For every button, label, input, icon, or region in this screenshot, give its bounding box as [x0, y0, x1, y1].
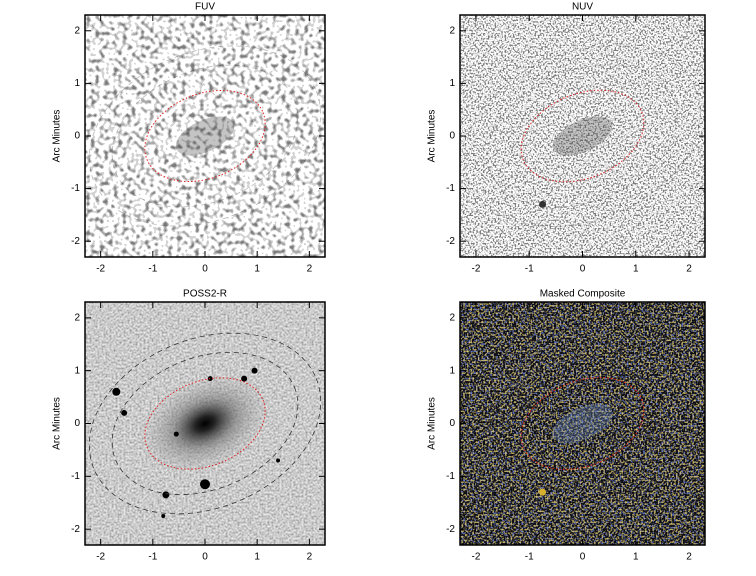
y-tick-label: 2 [449, 312, 455, 323]
inner-aperture [520, 377, 645, 470]
x-tick-label: -1 [148, 552, 157, 563]
image [460, 302, 705, 545]
x-tick-label: 1 [254, 552, 260, 563]
panel: POSS2-R Arc Minutes -2 -1 0 1 2 -2 -1 0 1 2 [52, 289, 326, 563]
y-axis-label: Arc Minutes [52, 110, 63, 163]
outer-aperture [88, 332, 322, 515]
y-tick-label: 0 [74, 131, 80, 142]
x-tick-label: 2 [307, 552, 313, 563]
y-tick-label: 1 [74, 78, 80, 89]
x-tick-label: -2 [472, 552, 481, 563]
x-tick-label: 0 [202, 264, 208, 275]
y-tick-label: 2 [449, 25, 455, 36]
y-tick-label: -1 [71, 471, 80, 482]
y-tick-label: -2 [71, 524, 80, 535]
galaxy [552, 116, 613, 156]
y-tick-label: 1 [449, 78, 455, 89]
inner-aperture [144, 377, 266, 470]
outer-aperture [88, 45, 322, 227]
star [200, 479, 210, 490]
image-field [460, 302, 705, 545]
mid-aperture [487, 64, 678, 208]
star [161, 513, 166, 518]
y-tick-label: 1 [449, 365, 455, 376]
x-tick-label: 0 [580, 552, 586, 563]
x-tick-label: -1 [148, 264, 157, 275]
x-tick-label: 2 [686, 552, 692, 563]
panel-title: Masked Composite [540, 289, 626, 300]
image-field [460, 15, 705, 257]
x-tick-label: 2 [686, 264, 692, 275]
y-tick-label: 1 [74, 365, 80, 376]
y-tick-label: -2 [446, 236, 455, 247]
star [539, 488, 547, 496]
panel-title: POSS2-R [183, 289, 227, 300]
panel: NUV Arc Minutes -2 -1 0 1 2 -2 -1 0 1 2 [427, 2, 706, 275]
y-tick-label: -1 [446, 471, 455, 482]
y-axis-label: Arc Minutes [52, 397, 63, 450]
y-tick-label: 2 [74, 25, 80, 36]
x-tick-label: -2 [96, 552, 105, 563]
panel: Masked Composite Arc Minutes -2 -1 0 1 2 -2 -1 0 1… [427, 289, 706, 563]
x-tick-label: 2 [307, 264, 313, 275]
star [276, 458, 281, 463]
panel-title: FUV [195, 2, 215, 13]
x-tick-label: 1 [254, 264, 260, 275]
star [162, 491, 170, 499]
x-tick-label: -1 [525, 264, 534, 275]
mid-aperture [111, 64, 299, 208]
x-tick-label: -2 [96, 264, 105, 275]
x-tick-label: 0 [202, 552, 208, 563]
y-tick-label: -1 [71, 183, 80, 194]
outer-aperture [464, 45, 701, 227]
panel: FUV Arc Minutes -2 -1 0 1 2 -2 -1 0 1 2 [52, 2, 326, 275]
x-tick-label: 0 [580, 264, 586, 275]
y-tick-label: -2 [71, 236, 80, 247]
image [460, 15, 705, 257]
panel-title: NUV [572, 2, 593, 13]
y-tick-label: 0 [449, 131, 455, 142]
mid-aperture [111, 351, 299, 496]
x-tick-label: -2 [472, 264, 481, 275]
star [121, 409, 128, 416]
x-tick-label: -1 [525, 552, 534, 563]
outer-aperture [464, 332, 701, 515]
star [173, 431, 179, 437]
inner-aperture [520, 89, 645, 183]
y-tick-label: -1 [446, 183, 455, 194]
star [112, 387, 121, 396]
star [251, 367, 258, 374]
star [539, 200, 547, 208]
x-tick-label: 1 [633, 552, 639, 563]
galaxy [175, 116, 235, 156]
y-tick-label: -2 [446, 524, 455, 535]
x-tick-label: 1 [633, 264, 639, 275]
y-tick-label: 0 [449, 418, 455, 429]
galaxy [140, 373, 270, 474]
y-axis-label: Arc Minutes [427, 110, 438, 163]
inner-aperture [144, 89, 266, 183]
y-tick-label: 0 [74, 418, 80, 429]
y-tick-label: 2 [74, 312, 80, 323]
image [85, 302, 325, 545]
star [241, 375, 248, 382]
image-field [85, 15, 325, 257]
y-axis-label: Arc Minutes [427, 397, 438, 450]
image [85, 15, 325, 257]
galaxy [552, 403, 613, 444]
mid-aperture [487, 351, 678, 496]
